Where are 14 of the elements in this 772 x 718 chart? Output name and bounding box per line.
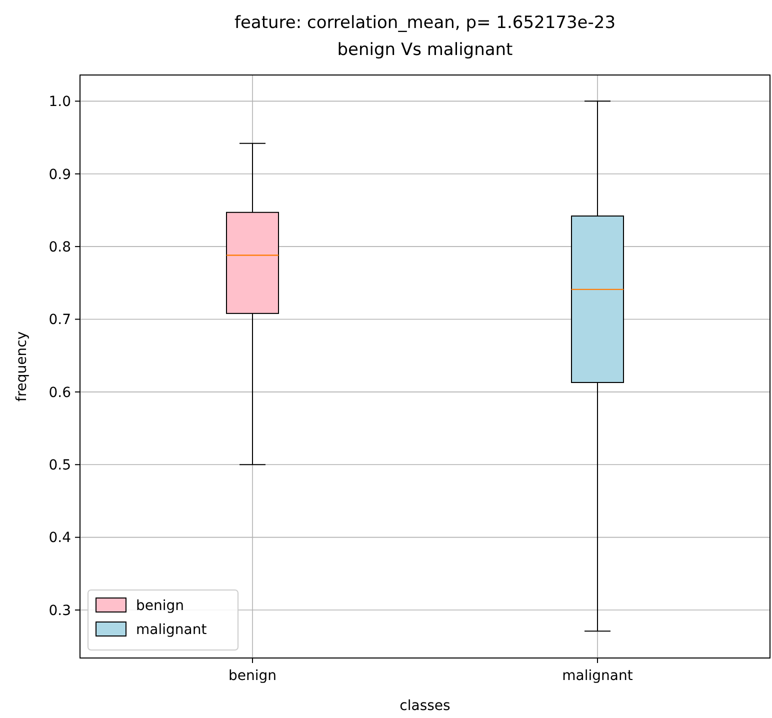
y-axis-title: frequency xyxy=(14,331,30,402)
y-tick-label: 0.5 xyxy=(48,458,71,474)
y-tick-label: 0.9 xyxy=(48,166,71,183)
x-axis-title: classes xyxy=(400,698,450,714)
y-tick-label: 0.7 xyxy=(48,312,71,328)
chart-subtitle: benign Vs malignant xyxy=(337,40,514,60)
y-tick-label: 0.4 xyxy=(48,530,72,546)
y-tick-label: 0.6 xyxy=(48,384,72,401)
y-tick-label: 0.8 xyxy=(48,239,71,256)
y-tick-label: 1.0 xyxy=(48,94,71,110)
y-tick-label: 0.3 xyxy=(48,602,71,619)
legend-label: malignant xyxy=(136,622,208,638)
legend-label: benign xyxy=(136,598,184,614)
chart-title: feature: correlation_mean, p= 1.652173e-23 xyxy=(234,13,616,33)
